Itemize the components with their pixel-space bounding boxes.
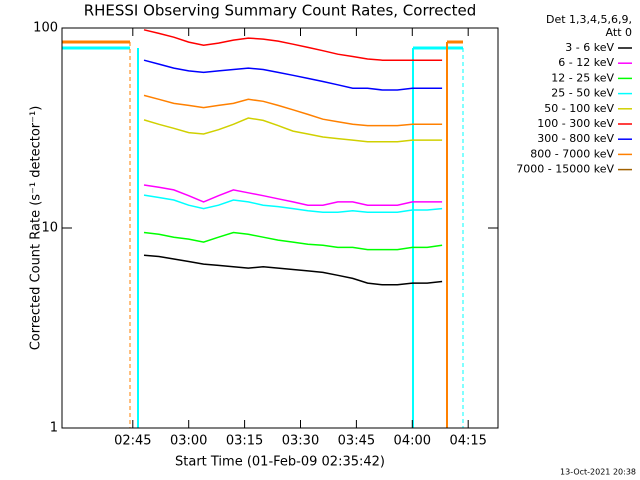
series-line	[143, 94, 443, 127]
y-tick-label: 10	[41, 221, 58, 236]
x-tick-label: 04:15	[449, 434, 486, 449]
x-tick-label: 03:30	[282, 434, 319, 449]
legend-label: 3 - 6 keV	[565, 41, 614, 54]
y-axis-label: Corrected Count Rate (s⁻¹ detector⁻¹)	[29, 106, 44, 351]
x-tick-label: 03:45	[338, 434, 375, 449]
legend-label: 12 - 25 keV	[551, 71, 614, 84]
series-line	[143, 29, 443, 61]
x-tick-label: 04:00	[394, 434, 431, 449]
chart-title: RHESSI Observing Summary Count Rates, Co…	[84, 2, 477, 20]
series-line	[143, 59, 443, 91]
legend-title: Att 0	[606, 26, 632, 39]
x-tick-label: 02:45	[114, 434, 151, 449]
legend-label: 50 - 100 keV	[544, 102, 614, 115]
series-line	[143, 194, 443, 213]
series-line	[143, 231, 443, 251]
legend-label: 300 - 800 keV	[537, 132, 614, 145]
legend-label: 6 - 12 keV	[558, 56, 614, 69]
series-line	[143, 184, 443, 206]
legend-label: 7000 - 15000 keV	[516, 163, 614, 176]
legend-title: Det 1,3,4,5,6,9,	[546, 13, 632, 26]
y-tick-label: 100	[33, 21, 58, 36]
series-line	[143, 254, 443, 286]
legend-label: 100 - 300 keV	[537, 117, 614, 130]
status-markers	[62, 40, 464, 428]
legend-label: 25 - 50 keV	[551, 87, 614, 100]
y-tick-label: 1	[50, 421, 58, 436]
x-tick-label: 03:00	[170, 434, 207, 449]
x-tick-label: 03:15	[226, 434, 263, 449]
series-line	[143, 117, 443, 143]
legend-label: 800 - 7000 keV	[530, 147, 614, 160]
x-axis-label: Start Time (01-Feb-09 02:35:42)	[175, 455, 385, 470]
footer: 13-Oct-2021 20:38	[560, 468, 636, 477]
